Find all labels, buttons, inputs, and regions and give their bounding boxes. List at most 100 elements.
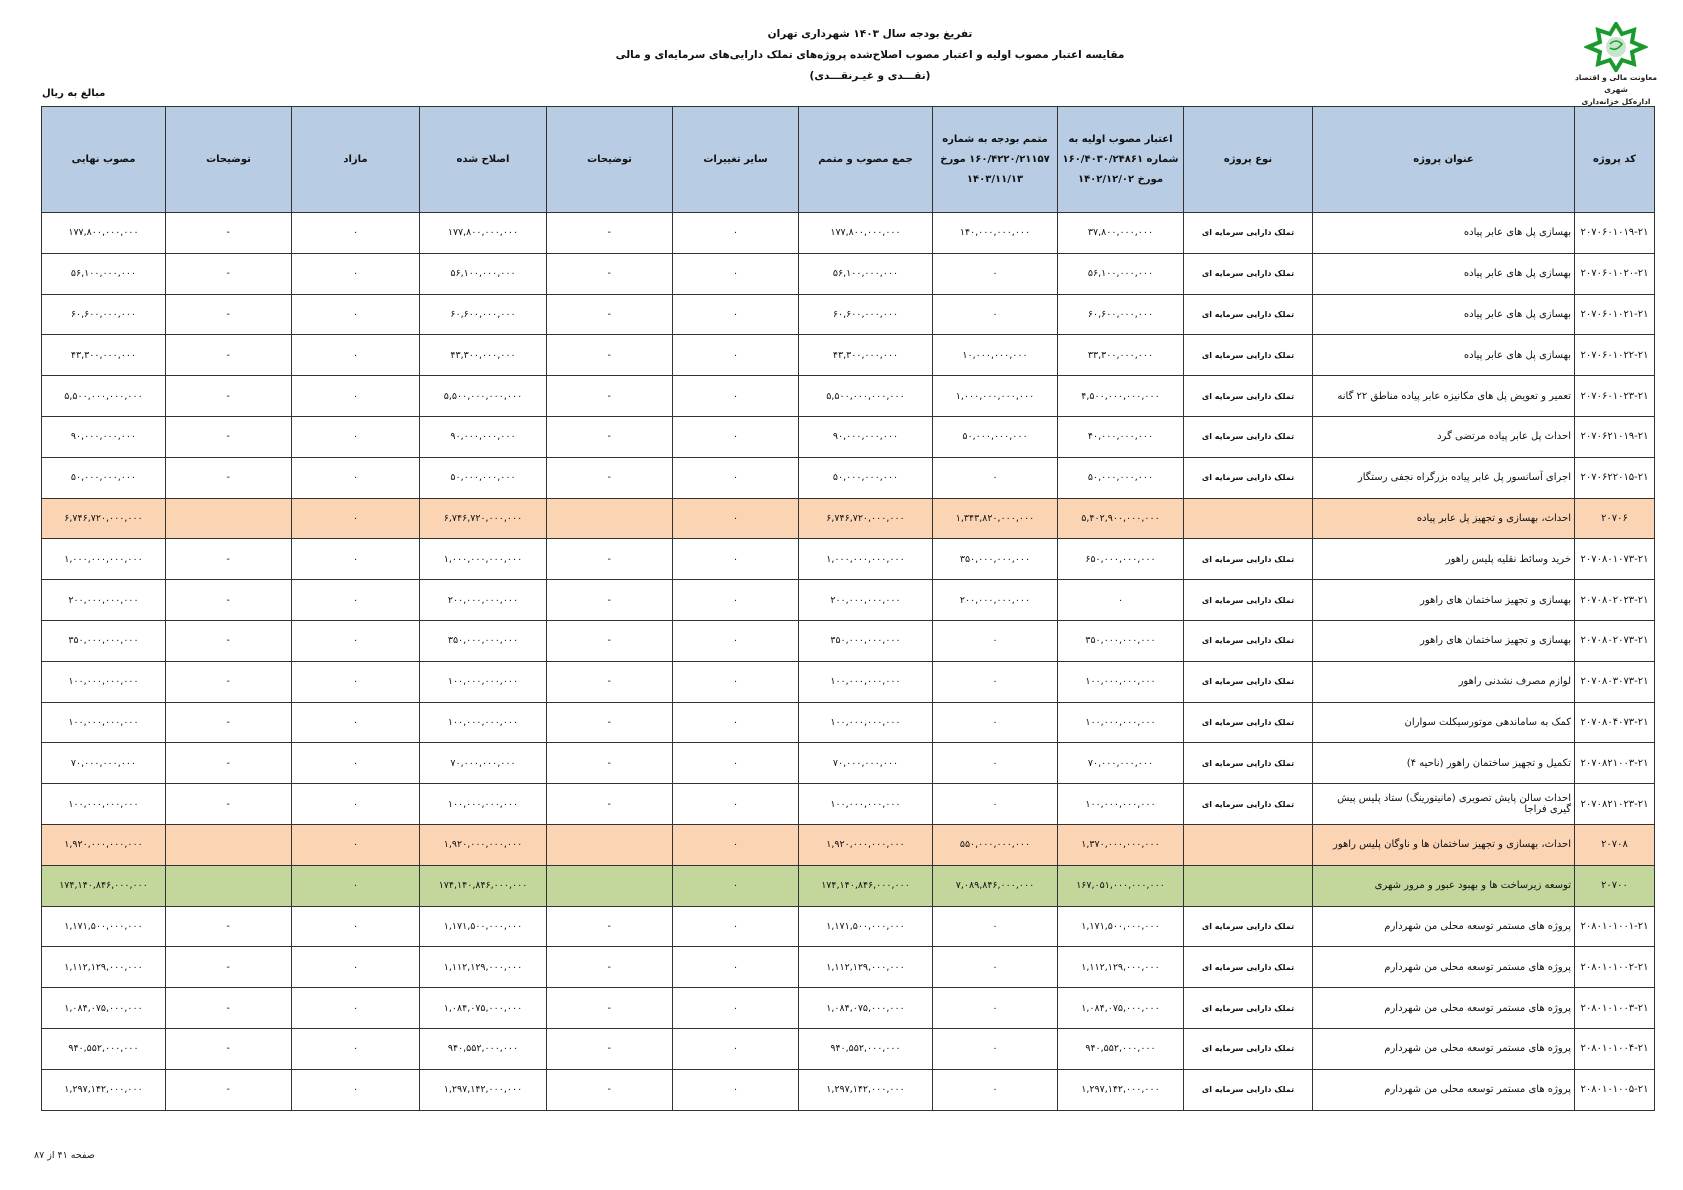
municipality-logo: معاونت مالی و اقتصاد شهری اداره‌کل خزانه…	[1566, 22, 1666, 108]
cell-supplement: ۱,۰۰۰,۰۰۰,۰۰۰,۰۰۰	[932, 375, 1058, 417]
cell-initial: ۵,۴۰۲,۹۰۰,۰۰۰,۰۰۰	[1057, 497, 1184, 540]
cell-notes2: -	[165, 987, 292, 1029]
cell-supplement: ۰	[932, 946, 1058, 989]
cell-total: ۱,۹۲۰,۰۰۰,۰۰۰,۰۰۰	[798, 823, 933, 866]
cell-total: ۴۳,۳۰۰,۰۰۰,۰۰۰	[798, 334, 933, 377]
cell-amended: ۱۷۴,۱۴۰,۸۴۶,۰۰۰,۰۰۰	[419, 864, 547, 907]
cell-title: پروژه های مستمر توسعه محلی من شهردارم	[1312, 987, 1575, 1029]
cell-title: بهسازی و تجهیز ساختمان های راهور	[1312, 579, 1575, 621]
cell-notes: -	[546, 334, 673, 377]
cell-notes2: -	[165, 1068, 292, 1111]
cell-total: ۵۰,۰۰۰,۰۰۰,۰۰۰	[798, 456, 933, 499]
cell-type: تملک دارایی سرمایه ای	[1183, 252, 1313, 295]
col-header-amended: اصلاح شده	[419, 106, 547, 213]
cell-other-changes: ۰	[672, 823, 799, 866]
cell-supplement: ۰	[932, 1068, 1058, 1111]
cell-type: تملک دارایی سرمایه ای	[1183, 456, 1313, 499]
cell-code: ۲۰۷۰۸۰۱۰۷۳-۲۱	[1574, 538, 1655, 581]
table-row: ۲۰۷۰۸۰۱۰۷۳-۲۱ خرید وسائط نقلیه پلیس راهور…	[41, 538, 1655, 581]
cell-title: احداث سالن پایش تصویری (مانیتورینگ) ستاد…	[1312, 783, 1575, 825]
table-row: ۲۰۷۰۶۰۱۰۱۹-۲۱ بهسازی پل های عابر پیاده تمل…	[41, 212, 1655, 254]
cell-amended: ۶۰,۶۰۰,۰۰۰,۰۰۰	[419, 293, 547, 336]
table-row: ۲۰۷۰۶۰۱۰۲۱-۲۱ بهسازی پل های عابر پیاده تمل…	[41, 293, 1655, 336]
cell-notes: -	[546, 905, 673, 948]
cell-amended: ۱,۰۰۰,۰۰۰,۰۰۰,۰۰۰	[419, 538, 547, 581]
cell-supplement: ۰	[932, 701, 1058, 744]
cell-title: توسعه زیرساخت ها و بهبود عبور و مرور شهر…	[1312, 864, 1575, 907]
cell-amended: ۶,۷۴۶,۷۲۰,۰۰۰,۰۰۰	[419, 497, 547, 540]
cell-code: ۲۰۷۰۶۰۱۰۱۹-۲۱	[1574, 212, 1655, 254]
group-total-row: ۲۰۷۰۶ احداث، بهسازی و تجهیز پل عابر پیاده…	[41, 497, 1655, 540]
cell-surplus: ۰	[291, 619, 420, 662]
cell-total: ۱۰۰,۰۰۰,۰۰۰,۰۰۰	[798, 701, 933, 744]
cell-other-changes: ۰	[672, 252, 799, 295]
cell-notes	[546, 864, 673, 907]
cell-code: ۲۰۷۰۶۰۱۰۲۰-۲۱	[1574, 252, 1655, 295]
cell-notes2: -	[165, 456, 292, 499]
cell-type: تملک دارایی سرمایه ای	[1183, 946, 1313, 989]
cell-surplus: ۰	[291, 742, 420, 785]
cell-surplus: ۰	[291, 701, 420, 744]
cell-notes: -	[546, 701, 673, 744]
cell-supplement: ۱۰,۰۰۰,۰۰۰,۰۰۰	[932, 334, 1058, 377]
cell-initial: ۱۰۰,۰۰۰,۰۰۰,۰۰۰	[1057, 701, 1184, 744]
cell-notes: -	[546, 742, 673, 785]
document-subtitle-2: (نقـــدی و غیـرنقـــدی)	[809, 70, 931, 82]
cell-total: ۳۵۰,۰۰۰,۰۰۰,۰۰۰	[798, 619, 933, 662]
cell-initial: ۱۰۰,۰۰۰,۰۰۰,۰۰۰	[1057, 783, 1184, 825]
cell-final: ۱۷۷,۸۰۰,۰۰۰,۰۰۰	[41, 212, 166, 254]
cell-title: بهسازی پل های عابر پیاده	[1312, 212, 1575, 254]
cell-amended: ۱۰۰,۰۰۰,۰۰۰,۰۰۰	[419, 701, 547, 744]
cell-final: ۲۰۰,۰۰۰,۰۰۰,۰۰۰	[41, 579, 166, 621]
cell-initial: ۱,۱۱۲,۱۲۹,۰۰۰,۰۰۰	[1057, 946, 1184, 989]
cell-other-changes: ۰	[672, 701, 799, 744]
cell-total: ۱۰۰,۰۰۰,۰۰۰,۰۰۰	[798, 660, 933, 703]
cell-code: ۲۰۸۰۱۰۱۰۰۵-۲۱	[1574, 1068, 1655, 1111]
cell-final: ۱۰۰,۰۰۰,۰۰۰,۰۰۰	[41, 660, 166, 703]
cell-notes2: -	[165, 415, 292, 458]
cell-notes: -	[546, 375, 673, 417]
cell-final: ۳۵۰,۰۰۰,۰۰۰,۰۰۰	[41, 619, 166, 662]
cell-notes2: -	[165, 579, 292, 621]
cell-amended: ۱۰۰,۰۰۰,۰۰۰,۰۰۰	[419, 783, 547, 825]
cell-amended: ۹۴۰,۵۵۲,۰۰۰,۰۰۰	[419, 1027, 547, 1070]
cell-surplus: ۰	[291, 905, 420, 948]
cell-notes2: -	[165, 701, 292, 744]
table-row: ۲۰۷۰۸۲۱۰۰۳-۲۱ تکمیل و تجهیز ساختمان راهور…	[41, 742, 1655, 785]
document-header: تفریغ بودجه سال ۱۴۰۳ شهرداری تهران مقایس…	[600, 24, 1140, 87]
cell-supplement: ۵۵۰,۰۰۰,۰۰۰,۰۰۰	[932, 823, 1058, 866]
cell-amended: ۴۳,۳۰۰,۰۰۰,۰۰۰	[419, 334, 547, 377]
cell-initial: ۳۳,۳۰۰,۰۰۰,۰۰۰	[1057, 334, 1184, 377]
cell-title: بهسازی و تجهیز ساختمان های راهور	[1312, 619, 1575, 662]
cell-notes: -	[546, 212, 673, 254]
table-header-row: کد پروژه عنوان پروژه نوع پروژه اعتبار مص…	[41, 106, 1655, 213]
col-header-code: کد پروژه	[1574, 106, 1655, 213]
program-total-row: ۲۰۷۰۰ توسعه زیرساخت ها و بهبود عبور و مرو…	[41, 864, 1655, 907]
cell-initial: ۷۰,۰۰۰,۰۰۰,۰۰۰	[1057, 742, 1184, 785]
col-header-surplus: مازاد	[291, 106, 420, 213]
cell-total: ۱۰۰,۰۰۰,۰۰۰,۰۰۰	[798, 783, 933, 825]
cell-initial: ۱,۱۷۱,۵۰۰,۰۰۰,۰۰۰	[1057, 905, 1184, 948]
cell-amended: ۱,۱۱۲,۱۲۹,۰۰۰,۰۰۰	[419, 946, 547, 989]
cell-notes2: -	[165, 252, 292, 295]
cell-final: ۴۳,۳۰۰,۰۰۰,۰۰۰	[41, 334, 166, 377]
cell-final: ۵,۵۰۰,۰۰۰,۰۰۰,۰۰۰	[41, 375, 166, 417]
page-number: صفحه ۴۱ از ۸۷	[34, 1150, 95, 1161]
cell-other-changes: ۰	[672, 334, 799, 377]
cell-amended: ۱۷۷,۸۰۰,۰۰۰,۰۰۰	[419, 212, 547, 254]
cell-total: ۲۰۰,۰۰۰,۰۰۰,۰۰۰	[798, 579, 933, 621]
cell-notes	[546, 823, 673, 866]
table-row: ۲۰۷۰۶۲۱۰۱۹-۲۱ احداث پل عابر پیاده مرتضی گ…	[41, 415, 1655, 458]
cell-notes: -	[546, 1027, 673, 1070]
cell-initial: ۱,۰۸۴,۰۷۵,۰۰۰,۰۰۰	[1057, 987, 1184, 1029]
cell-amended: ۵۰,۰۰۰,۰۰۰,۰۰۰	[419, 456, 547, 499]
cell-title: احداث پل عابر پیاده مرتضی گرد	[1312, 415, 1575, 458]
cell-type: تملک دارایی سرمایه ای	[1183, 375, 1313, 417]
tehran-municipality-emblem-icon	[1584, 22, 1648, 72]
cell-total: ۹۴۰,۵۵۲,۰۰۰,۰۰۰	[798, 1027, 933, 1070]
cell-notes2: -	[165, 538, 292, 581]
cell-other-changes: ۰	[672, 497, 799, 540]
cell-type: تملک دارایی سرمایه ای	[1183, 987, 1313, 1029]
table-row: ۲۰۷۰۶۲۲۰۱۵-۲۱ اجرای آسانسور پل عابر پیاده…	[41, 456, 1655, 499]
cell-title: احداث، بهسازی و تجهیز ساختمان ها و ناوگا…	[1312, 823, 1575, 866]
